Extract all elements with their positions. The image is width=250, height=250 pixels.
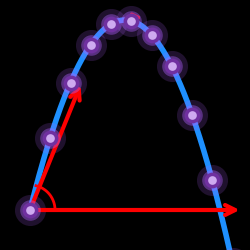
Point: [150, 33, 154, 37]
Point: [150, 33, 154, 37]
Point: [48, 136, 52, 140]
Point: [68, 80, 72, 84]
Point: [89, 43, 93, 47]
Point: [28, 208, 32, 212]
Point: [109, 22, 113, 26]
Point: [170, 64, 174, 68]
Point: [129, 19, 133, 23]
Point: [28, 208, 32, 212]
Point: [190, 112, 194, 116]
Point: [190, 112, 194, 116]
Point: [170, 64, 174, 68]
Point: [28, 208, 32, 212]
Point: [150, 33, 154, 37]
Point: [210, 178, 214, 182]
Point: [129, 19, 133, 23]
Point: [68, 80, 72, 84]
Point: [89, 43, 93, 47]
Point: [150, 33, 154, 37]
Point: [210, 178, 214, 182]
Point: [170, 64, 174, 68]
Point: [48, 136, 52, 140]
Point: [109, 22, 113, 26]
Point: [170, 64, 174, 68]
Point: [48, 136, 52, 140]
Point: [68, 80, 72, 84]
Point: [129, 19, 133, 23]
Point: [129, 19, 133, 23]
Point: [89, 43, 93, 47]
Point: [68, 80, 72, 84]
Point: [89, 43, 93, 47]
Point: [48, 136, 52, 140]
Point: [190, 112, 194, 116]
Point: [210, 178, 214, 182]
Point: [28, 208, 32, 212]
Point: [109, 22, 113, 26]
Point: [210, 178, 214, 182]
Point: [109, 22, 113, 26]
Point: [190, 112, 194, 116]
